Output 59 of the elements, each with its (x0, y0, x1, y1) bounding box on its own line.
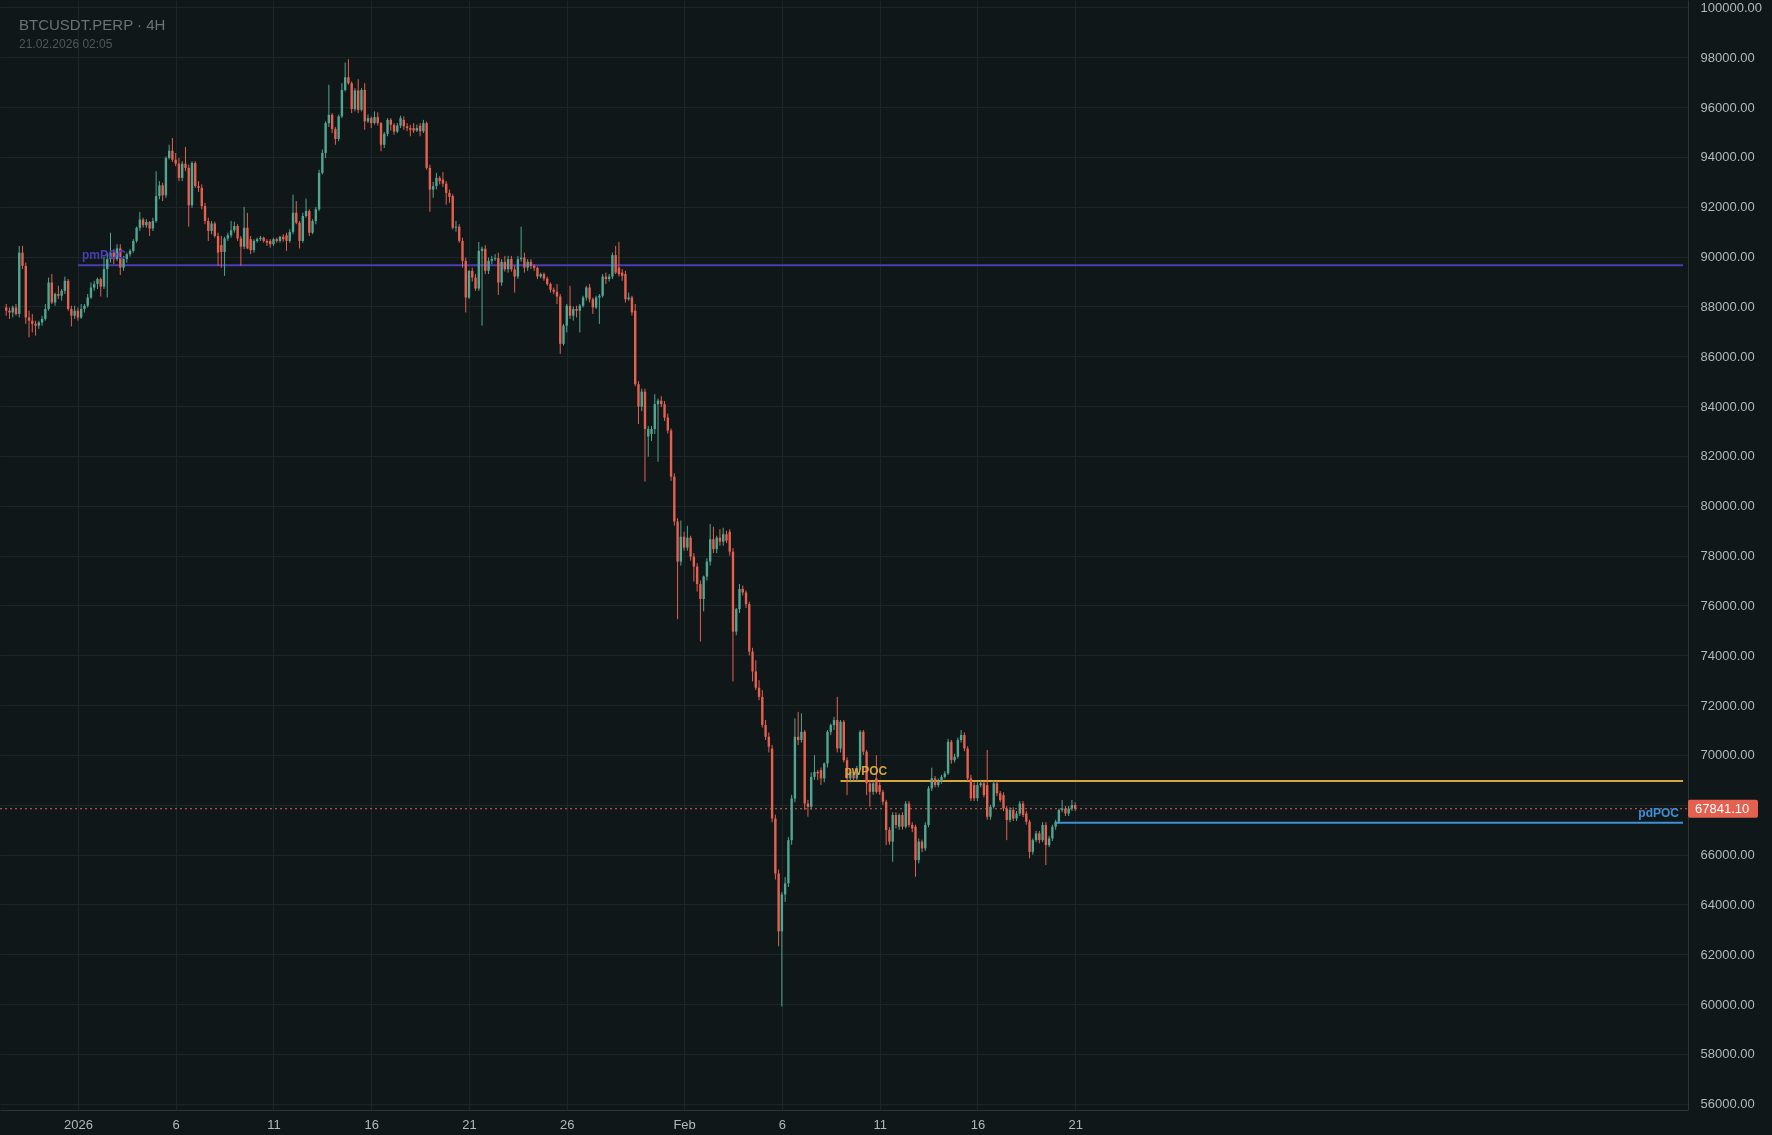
candlestick (614, 245, 617, 275)
y-tick-label: 60000.00 (1700, 996, 1755, 1012)
x-tick-label: 2026 (63, 1116, 93, 1132)
candlestick (171, 137, 174, 163)
annotation: pdPOC (1638, 805, 1680, 820)
candlestick (220, 235, 223, 269)
candlestick (223, 236, 226, 277)
y-tick-label: 82000.00 (1700, 448, 1755, 464)
candlestick (611, 252, 614, 280)
x-tick-label: 6 (172, 1116, 180, 1132)
candlestick (484, 244, 487, 275)
candlestick (454, 220, 458, 233)
candlestick (493, 253, 497, 262)
y-tick-label: 100000.00 (1700, 0, 1762, 15)
candlestick (500, 258, 503, 287)
x-tick-label: 16 (364, 1116, 379, 1132)
candlestick (285, 232, 288, 252)
candlestick (405, 122, 409, 132)
text: BTCUSDT.PERP · 4H (19, 16, 166, 33)
y-tick-label: 78000.00 (1700, 548, 1755, 564)
x-tick-label: Feb (673, 1116, 696, 1132)
x-tick-label: 6 (778, 1116, 786, 1132)
y-tick-label: 64000.00 (1700, 896, 1755, 912)
text: 21.02.2026 02:05 (19, 37, 113, 51)
candlestick (246, 212, 249, 250)
y-tick-label: 66000.00 (1700, 847, 1755, 863)
y-tick-label: 74000.00 (1700, 647, 1755, 663)
y-tick-label: 58000.00 (1700, 1046, 1755, 1062)
x-tick-label: 26 (560, 1116, 575, 1132)
y-tick-label: 76000.00 (1700, 597, 1755, 613)
candlestick (523, 252, 526, 274)
y-tick-label: 84000.00 (1700, 398, 1755, 414)
y-tick-label: 56000.00 (1700, 1096, 1755, 1112)
candlestick (800, 712, 803, 743)
y-tick-label: 72000.00 (1700, 697, 1755, 713)
candlestick (686, 525, 689, 552)
y-tick-label: 98000.00 (1700, 49, 1755, 65)
x-tick-label: 16 (970, 1116, 986, 1132)
candlestick (161, 182, 164, 202)
candlestick (360, 87, 363, 112)
y-tick-label: 96000.00 (1700, 99, 1755, 115)
x-tick-label: 21 (1068, 1116, 1083, 1132)
candlestick (950, 739, 953, 765)
y-tick-label: 70000.00 (1700, 747, 1755, 763)
candlestick (1041, 821, 1044, 843)
y-tick-label: 62000.00 (1700, 946, 1755, 962)
candlestick (712, 526, 715, 554)
y-tick-label: 88000.00 (1700, 298, 1755, 314)
y-tick-label: 92000.00 (1700, 199, 1755, 215)
x-tick-label: 11 (873, 1116, 887, 1132)
x-tick-label: 21 (462, 1116, 477, 1132)
y-tick-label: 94000.00 (1700, 149, 1755, 165)
ref-line-label: 67841.10 (1695, 800, 1750, 816)
y-tick-label: 80000.00 (1700, 498, 1755, 514)
candlestick (976, 781, 979, 802)
candlestick (308, 208, 311, 237)
x-tick-label: 11 (267, 1116, 281, 1132)
y-tick-label: 86000.00 (1700, 348, 1755, 364)
y-tick-label: 90000.00 (1700, 249, 1755, 265)
